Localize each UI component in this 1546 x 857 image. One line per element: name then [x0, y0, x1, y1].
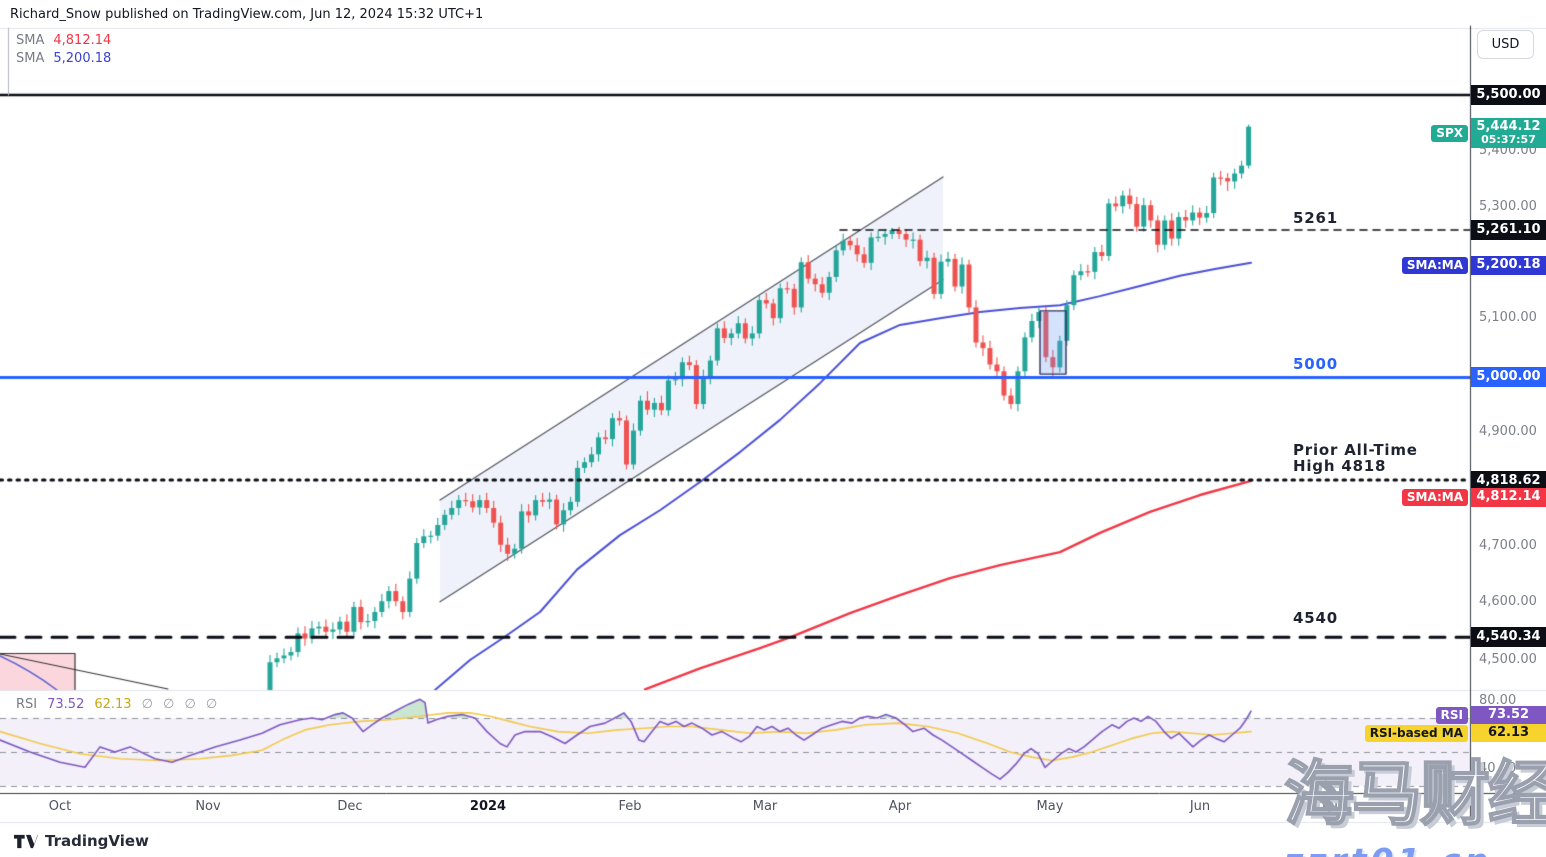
rsi-ma-label-chip: RSI-based MA — [1364, 724, 1468, 742]
time-axis-label-2024: 2024 — [469, 799, 507, 814]
time-axis-label-apr: Apr — [888, 799, 912, 814]
tradingview-brand-text: TradingView — [45, 832, 149, 850]
sma50-value: 5,200.18 — [53, 51, 112, 66]
level-4818-value: 4,818.62 — [1471, 471, 1546, 491]
level-4818: 4,818.62 — [1471, 471, 1546, 491]
spx-last-value: 5,444.12 05:37:57 — [1471, 118, 1546, 148]
sma200-label-value: 4,812.14 — [1471, 487, 1546, 507]
level-5500-value: 5,500.00 — [1471, 85, 1546, 105]
price-axis-tick: 5,300.00 — [1479, 199, 1537, 214]
price-axis-tick: 4,500.00 — [1479, 652, 1537, 667]
publication-header: Richard_Snow published on TradingView.co… — [10, 7, 484, 22]
price-axis-tick: 80.00 — [1479, 693, 1517, 708]
indicator-legend: SMA 4,812.14 SMA 5,200.18 — [16, 33, 111, 69]
sma50-label: SMA:MA 5,200.18 — [1401, 255, 1546, 275]
level-annotation-prior-all-time: Prior All-Time High 4818 — [1293, 441, 1418, 475]
level-annotation-4540: 4540 — [1293, 609, 1338, 627]
sma200-label: SMA:MA 4,812.14 — [1401, 487, 1546, 507]
rsi-label: RSI 73.52 — [1435, 706, 1546, 724]
spx-last-countdown: 05:37:57 — [1481, 132, 1536, 146]
level-annotation-5261: 5261 — [1293, 209, 1338, 227]
tradingview-logo-icon — [14, 834, 38, 848]
price-axis-tick: 4,600.00 — [1479, 594, 1537, 609]
time-axis-label-mar: Mar — [752, 799, 778, 814]
spx-last-chip: SPX — [1431, 124, 1468, 142]
price-axis-tick: 4,900.00 — [1479, 424, 1537, 439]
time-axis-label-jun: Jun — [1189, 799, 1211, 814]
sma50-name: SMA — [16, 51, 45, 66]
sma200-label-chip: SMA:MA — [1401, 488, 1468, 506]
rsi-label-chip: RSI — [1435, 706, 1468, 724]
rsi-name: RSI — [16, 697, 38, 712]
time-axis-label-jul: Jul — [1322, 799, 1338, 814]
sma50-label-value: 5,200.18 — [1471, 255, 1546, 275]
time-axis-label-dec: Dec — [337, 799, 363, 814]
sma200-value: 4,812.14 — [53, 33, 112, 48]
price-axis-tick: 5,100.00 — [1479, 310, 1537, 325]
rsi-ma-label: RSI-based MA 62.13 — [1364, 724, 1546, 742]
rsi-value: 73.52 — [47, 697, 85, 712]
level-5000: 5,000.00 — [1471, 367, 1546, 387]
rsi-ma-value: 62.13 — [94, 697, 132, 712]
time-axis-label-feb: Feb — [618, 799, 642, 814]
price-axis-tick: 40.00 — [1479, 761, 1517, 776]
time-axis-label-nov: Nov — [195, 799, 221, 814]
level-5261-value: 5,261.10 — [1471, 220, 1546, 240]
spx-last: SPX 5,444.12 05:37:57 — [1431, 118, 1546, 148]
time-axis-label-may: May — [1036, 799, 1064, 814]
rsi-ma-label-value: 62.13 — [1471, 724, 1546, 742]
tradingview-brand[interactable]: TradingView — [14, 832, 149, 850]
rsi-label-value: 73.52 — [1471, 706, 1546, 724]
rsi-empty-values: ∅ ∅ ∅ ∅ — [141, 697, 221, 712]
price-axis-tick: 4,700.00 — [1479, 538, 1537, 553]
currency-button[interactable]: USD — [1477, 30, 1534, 59]
rsi-legend: RSI 73.52 62.13 ∅ ∅ ∅ ∅ — [16, 697, 220, 712]
level-4540-value: 4,540.34 — [1471, 627, 1546, 647]
legend-sma50: SMA 5,200.18 — [16, 51, 111, 66]
legend-sma200: SMA 4,812.14 — [16, 33, 111, 48]
time-axis-label-oct: Oct — [48, 799, 72, 814]
level-annotation-5000: 5000 — [1293, 355, 1338, 373]
level-5500: 5,500.00 — [1471, 85, 1546, 105]
level-5261: 5,261.10 — [1471, 220, 1546, 240]
sma50-label-chip: SMA:MA — [1401, 256, 1468, 274]
level-4540: 4,540.34 — [1471, 627, 1546, 647]
level-5000-value: 5,000.00 — [1471, 367, 1546, 387]
sma200-name: SMA — [16, 33, 45, 48]
